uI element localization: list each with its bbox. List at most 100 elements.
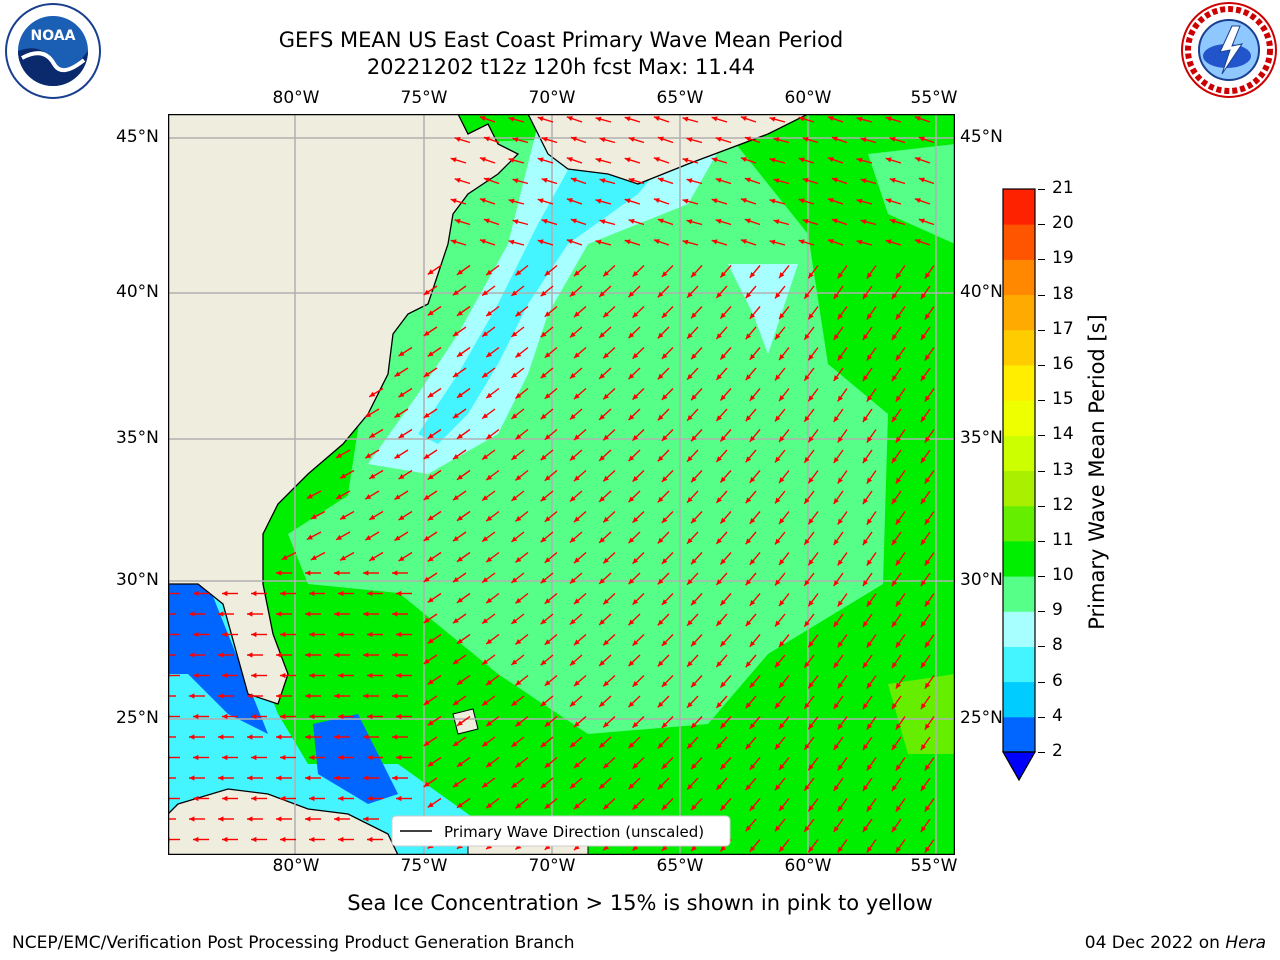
- wave-arrow-head: [456, 269, 463, 275]
- wave-arrow-head: [599, 291, 605, 297]
- wave-arrow-head: [452, 371, 459, 378]
- wave-arrow-head: [808, 600, 814, 607]
- wave-arrow-head: [833, 703, 839, 709]
- wave-arrow-head: [745, 415, 752, 422]
- wave-arrow-head: [363, 816, 369, 822]
- footer-date: 04 Dec 2022 on Hera: [1085, 933, 1266, 953]
- wave-arrow-head: [508, 198, 515, 204]
- wave-arrow-head: [920, 621, 927, 628]
- wave-arrow-head: [773, 219, 780, 225]
- wave-arrow-head: [632, 476, 639, 482]
- wave-arrow-head: [804, 497, 810, 504]
- lon-label-top-65w: 65°W: [656, 88, 704, 108]
- wave-arrow-head: [569, 659, 576, 666]
- wave-arrow-head: [305, 775, 311, 781]
- wave-arrow-head: [653, 157, 660, 163]
- wave-arrow-head: [885, 157, 892, 163]
- wave-arrow-head: [599, 537, 605, 543]
- wave-arrow-head: [540, 741, 547, 748]
- wave-arrow-head: [779, 641, 785, 648]
- wave-arrow-head: [595, 157, 602, 163]
- wave-arrow-head: [603, 393, 609, 400]
- wave-arrow-head: [895, 518, 902, 525]
- lon-label-top-60w: 60°W: [784, 88, 832, 108]
- wave-arrow-head: [309, 713, 315, 720]
- colorbar-band: [1003, 611, 1035, 647]
- wave-arrow-head: [189, 734, 195, 740]
- wave-arrow-head: [309, 795, 315, 802]
- wave-arrow-head: [715, 177, 722, 183]
- wave-arrow-head: [745, 497, 752, 504]
- lat-label-right-25n: 25°N: [960, 708, 1003, 728]
- wave-arrow-head: [365, 494, 372, 500]
- wave-arrow-head: [603, 352, 609, 359]
- wave-arrow-head: [657, 291, 664, 298]
- wave-arrow-head: [280, 713, 286, 720]
- wave-arrow-head: [367, 713, 373, 720]
- wave-arrow-head: [569, 331, 576, 338]
- wave-arrow-head: [595, 116, 602, 122]
- wave-arrow-head: [895, 723, 902, 730]
- wave-arrow-head: [482, 331, 489, 337]
- wave-arrow-head: [569, 454, 576, 461]
- wave-arrow-head: [657, 742, 664, 749]
- wave-arrow-head: [802, 177, 809, 183]
- wave-arrow-head: [661, 517, 668, 523]
- wave-arrow-head: [862, 580, 869, 587]
- wave-arrow-head: [603, 639, 609, 646]
- wave-arrow-head: [515, 516, 522, 522]
- wave-arrow-head: [276, 693, 282, 699]
- wave-arrow-head: [334, 693, 340, 699]
- wave-arrow-head: [889, 136, 896, 142]
- wave-arrow-head: [632, 312, 639, 318]
- wave-arrow-head: [247, 734, 253, 740]
- wave-arrow-head: [862, 498, 869, 505]
- period-6-8-coastal: [418, 134, 688, 444]
- colorbar-tick-mark: [1038, 259, 1045, 261]
- wave-arrow-head: [486, 474, 493, 481]
- lon-label-bottom-65w: 65°W: [656, 856, 704, 876]
- wave-arrow-head: [573, 352, 580, 359]
- wave-arrow-head: [423, 658, 430, 664]
- wave-arrow-head: [749, 681, 756, 688]
- colorbar-band: [1003, 259, 1035, 296]
- lon-label-top-70w: 70°W: [528, 88, 576, 108]
- wave-arrow-head: [632, 558, 639, 564]
- wave-arrow-head: [632, 763, 639, 769]
- wave-arrow-head: [479, 239, 486, 245]
- legend-label: Primary Wave Direction (unscaled): [444, 823, 704, 841]
- wave-arrow-head: [661, 599, 668, 605]
- wave-arrow-head: [573, 844, 580, 851]
- wave-arrow-head: [691, 435, 697, 442]
- wave-arrow-head: [711, 239, 718, 245]
- wave-arrow-head: [773, 178, 780, 184]
- wave-arrow-head: [808, 272, 814, 279]
- wave-arrow-head: [779, 313, 785, 320]
- wave-arrow-head: [595, 198, 602, 204]
- wave-arrow-head: [222, 754, 228, 761]
- wave-arrow-head: [306, 534, 313, 540]
- wave-arrow-head: [804, 456, 810, 463]
- wave-arrow-head: [566, 198, 573, 204]
- wave-arrow-head: [396, 795, 402, 802]
- wave-arrow-head: [479, 116, 486, 122]
- wave-arrow-head: [603, 475, 609, 482]
- wave-arrow-head: [687, 660, 693, 667]
- wave-arrow-head: [914, 239, 921, 245]
- wave-arrow-head: [687, 578, 693, 585]
- wave-arrow-head: [779, 682, 785, 689]
- wave-arrow-head: [193, 590, 199, 597]
- wave-arrow-head: [924, 846, 931, 853]
- wave-arrow-head: [573, 680, 580, 687]
- wave-arrow-head: [866, 641, 873, 648]
- wave-arrow-head: [482, 577, 489, 583]
- wave-arrow-head: [802, 136, 809, 142]
- wave-arrow-head: [862, 785, 869, 792]
- wave-arrow-head: [369, 514, 376, 520]
- wave-arrow-head: [452, 494, 459, 501]
- wave-arrow-head: [895, 436, 902, 443]
- wave-arrow-head: [716, 333, 722, 339]
- wave-arrow-head: [749, 476, 756, 483]
- wave-arrow-head: [749, 353, 756, 360]
- wave-arrow-head: [394, 371, 401, 377]
